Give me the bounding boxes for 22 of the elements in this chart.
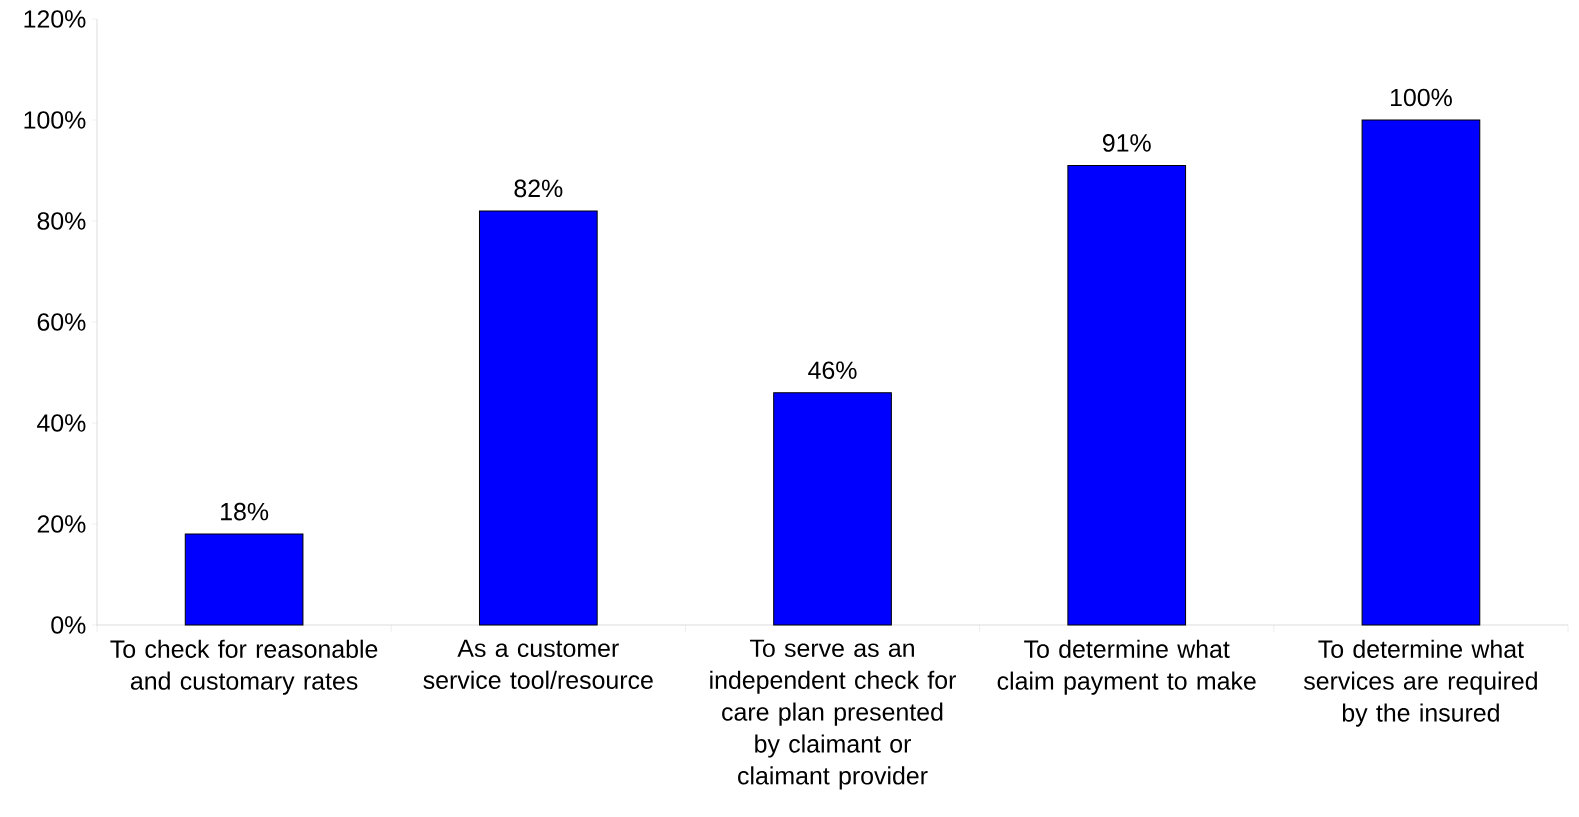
x-tick-label: To serve as an independent check for care plan presented by claimant or claimant provider (710, 639, 956, 790)
data-label: 82% (514, 179, 563, 198)
x-tick-label: To check for reasonable and customary rates (110, 639, 378, 695)
y-tick-label: 120% (24, 10, 86, 28)
bar (773, 392, 892, 626)
x-tick-label: To determine what claim payment to make (997, 639, 1256, 695)
x-tick-label: As a customer service tool/resource (423, 639, 653, 689)
bar (184, 533, 304, 626)
data-label: 18% (221, 502, 269, 521)
data-label: 91% (1102, 134, 1151, 152)
bar (1361, 119, 1481, 626)
y-tick-label: 40% (37, 414, 86, 432)
bar (478, 210, 598, 626)
x-tick-label: To determine what services are required by the insured (1303, 639, 1537, 727)
y-tick-label: 20% (37, 515, 86, 533)
y-tick-label: 0% (51, 616, 86, 634)
y-tick-label: 60% (37, 313, 86, 331)
y-tick-label: 100% (24, 111, 86, 129)
y-tick-label: 80% (37, 212, 86, 230)
data-label: 46% (808, 361, 857, 380)
bar (1067, 164, 1187, 626)
data-label: 100% (1390, 88, 1452, 107)
